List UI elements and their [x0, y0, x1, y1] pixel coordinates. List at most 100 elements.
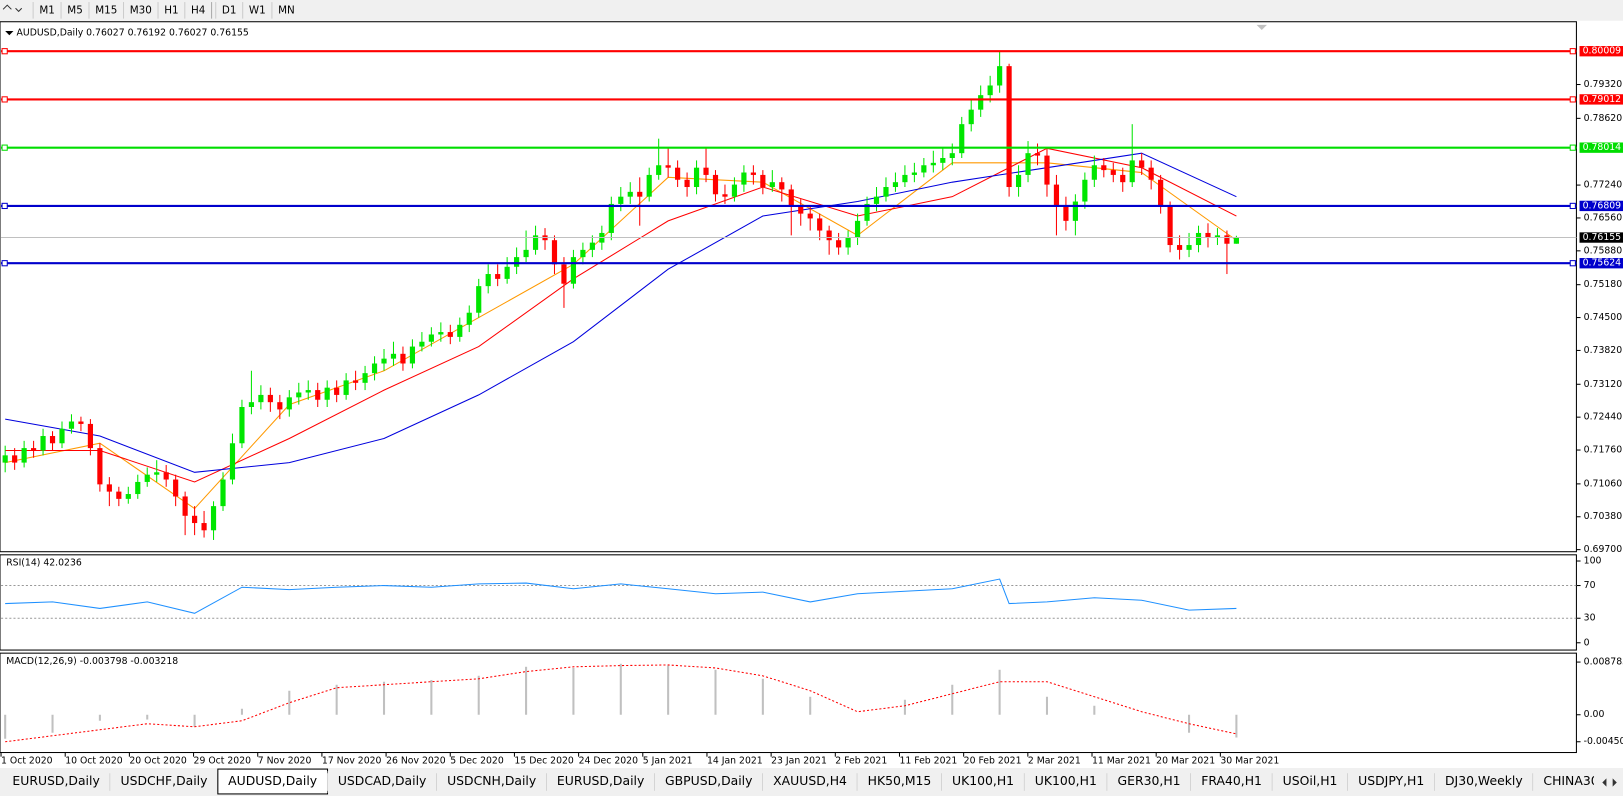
level-price-box [1579, 200, 1623, 212]
candle-body [826, 230, 832, 241]
x-tick-label: 11 Feb 2021 [899, 755, 957, 766]
tab-scroll[interactable] [1594, 771, 1623, 794]
candle-body [968, 109, 974, 125]
tab[interactable]: EURUSD,Daily [2, 771, 111, 793]
level-price-label: 0.78014 [1583, 142, 1622, 153]
toolbar-button[interactable]: H4 [184, 2, 206, 19]
candle-body [836, 240, 842, 248]
candle-body [324, 387, 330, 400]
candle-body [864, 203, 870, 221]
candle-body [1158, 179, 1164, 207]
tab[interactable]: GBPUSD,Daily [654, 771, 764, 793]
toolbar-button[interactable]: H1 [157, 2, 179, 19]
candle-body [656, 165, 662, 175]
candle-body [807, 213, 813, 219]
toolbar-button-label: H1 [164, 4, 178, 16]
y-tick-label: 0.74500 [1584, 312, 1623, 323]
candle-body [1101, 165, 1107, 171]
candle-body [703, 167, 709, 175]
tab[interactable]: UK100,H1 [1024, 771, 1108, 793]
toolbar-button-label: MN [278, 4, 295, 16]
rsi-line [5, 578, 1237, 614]
candle-body [788, 189, 794, 207]
y-tick-label: 0.71760 [1584, 445, 1623, 456]
tab[interactable]: USDJPY,H1 [1347, 771, 1436, 793]
tab[interactable]: AUDUSD,Daily [217, 768, 329, 795]
toolbar-button[interactable]: M30 [122, 2, 152, 19]
x-tick-label: 24 Dec 2020 [579, 755, 638, 766]
candle-body [987, 85, 993, 96]
candle-body [1044, 155, 1050, 185]
candle-body [457, 324, 463, 337]
tab[interactable]: GER30,H1 [1107, 771, 1192, 793]
level-price-box [1579, 46, 1623, 57]
y-tick-label: 0.76560 [1584, 212, 1623, 223]
candle-body [1167, 206, 1173, 246]
candle-body [116, 491, 122, 499]
tab[interactable]: USDCNH,Daily [436, 771, 548, 793]
moving-average [5, 147, 1237, 483]
candle-body [637, 191, 643, 197]
candle-body [902, 174, 908, 183]
candle-body [845, 237, 851, 248]
x-tick-label: 2 Mar 2021 [1028, 755, 1081, 766]
tab[interactable]: HK50,M15 [857, 771, 943, 793]
toolbar-button[interactable]: M5 [60, 2, 83, 19]
tab-background [1272, 771, 1348, 793]
candle-body [854, 220, 861, 238]
candle-body [911, 172, 917, 175]
candle-body [106, 484, 112, 492]
toolbar-icon[interactable] [2, 4, 23, 13]
toolbar-button[interactable]: MN [271, 2, 295, 19]
tab[interactable]: FRA40,H1 [1190, 771, 1273, 793]
tab[interactable]: UK100,H1 [941, 771, 1025, 793]
candle-body [220, 479, 226, 507]
candle-body [1091, 165, 1097, 180]
y-tick-label: 0.70380 [1584, 511, 1623, 522]
tab-label: USOil,H1 [1283, 773, 1338, 788]
candle-body [447, 332, 453, 337]
toolbar-button-label: W1 [249, 4, 266, 16]
candle-body [229, 443, 236, 480]
candle-body [21, 448, 27, 463]
toolbar-button[interactable]: D1 [215, 2, 237, 19]
level-handle [1, 144, 8, 151]
tab-label: UK100,H1 [952, 773, 1014, 788]
y-tick-label: 0.69700 [1584, 544, 1623, 555]
candle-body [921, 165, 927, 173]
candle-body [684, 179, 690, 188]
candle-body [144, 474, 150, 482]
candle-body [798, 206, 804, 214]
tab[interactable]: XAUUSD,H4 [762, 771, 858, 793]
candle-body [1120, 174, 1126, 183]
candle-body [466, 312, 472, 325]
toolbar-button[interactable]: M15 [88, 2, 117, 19]
candle-body [428, 334, 434, 342]
tab[interactable]: DJ30,Weekly [1434, 771, 1534, 793]
candle-body [305, 390, 311, 393]
tab-background [1347, 771, 1435, 793]
x-tick-label: 20 Mar 2021 [1156, 755, 1215, 766]
tab-label: UK100,H1 [1035, 773, 1097, 788]
toolbar [0, 0, 1623, 21]
candle-body [1205, 232, 1211, 238]
level-handle [1, 48, 8, 55]
candle-body [940, 158, 946, 163]
level-price-box [1579, 142, 1623, 153]
macd-panel [0, 652, 1577, 754]
tab-background [654, 771, 763, 793]
tab-label: USDJPY,H1 [1358, 773, 1424, 788]
tab-label: GER30,H1 [1118, 773, 1181, 788]
toolbar-button[interactable]: W1 [242, 2, 266, 19]
candle-body [712, 174, 719, 195]
toolbar-button[interactable]: M1 [32, 2, 55, 19]
x-tick-label: 7 Nov 2020 [258, 755, 312, 766]
candle-body [40, 436, 46, 451]
tab-background [762, 771, 858, 793]
tab[interactable]: USDCHF,Daily [110, 771, 219, 793]
tab[interactable]: EURUSD,Daily [546, 771, 656, 793]
tab[interactable]: USOil,H1 [1272, 771, 1349, 793]
tab[interactable]: USDCAD,Daily [327, 771, 438, 793]
level-handle [1, 96, 8, 103]
toolbar-button-label: M15 [95, 4, 117, 16]
